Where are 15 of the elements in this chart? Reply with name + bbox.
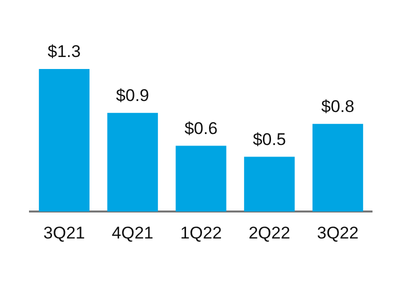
bar — [312, 124, 364, 212]
bar — [176, 146, 226, 212]
data-label: $0.8 — [321, 97, 354, 116]
x-tick-label: 1Q22 — [180, 223, 222, 242]
x-tick-label: 3Q21 — [43, 223, 85, 242]
x-tick-label: 3Q22 — [317, 223, 359, 242]
x-tick-label: 2Q22 — [248, 223, 290, 242]
data-label: $0.6 — [184, 118, 218, 138]
x-tick-label: 4Q21 — [112, 223, 154, 242]
data-label: $0.9 — [116, 86, 150, 106]
bar — [244, 156, 295, 212]
bar — [107, 112, 158, 212]
bar — [38, 68, 90, 212]
data-label: $1.3 — [48, 42, 81, 62]
data-label: $0.5 — [252, 130, 286, 149]
